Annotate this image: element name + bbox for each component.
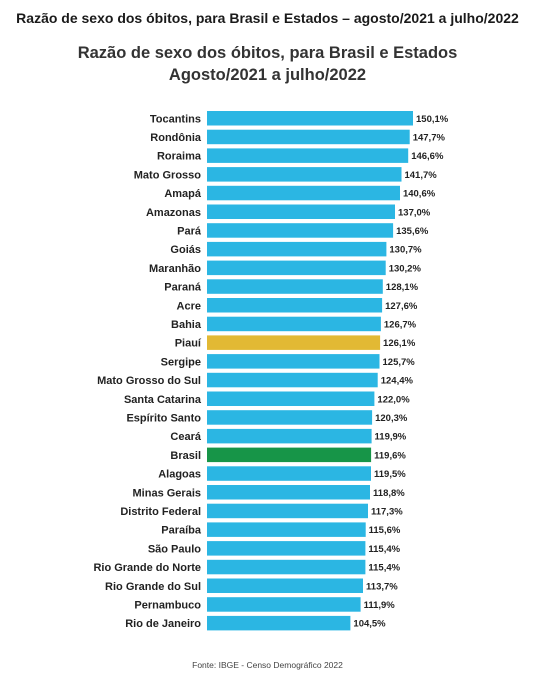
category-label-bahia: Bahia bbox=[171, 319, 202, 331]
category-label-paraiba: Paraíba bbox=[161, 525, 202, 537]
bar-distrito-federal bbox=[207, 503, 368, 519]
value-label-amapa: 140,6% bbox=[403, 189, 436, 200]
category-label-sao-paulo: São Paulo bbox=[148, 543, 201, 555]
bar-tocantins bbox=[207, 111, 413, 126]
value-label-sao-paulo: 115,4% bbox=[368, 544, 400, 555]
category-label-maranhao: Maranhão bbox=[149, 263, 201, 275]
category-label-ceara: Ceará bbox=[170, 431, 201, 443]
category-label-alagoas: Alagoas bbox=[158, 469, 201, 481]
value-label-acre: 127,6% bbox=[385, 301, 418, 312]
value-label-parana: 128,1% bbox=[386, 282, 419, 293]
bar-minas-gerais bbox=[207, 485, 370, 500]
value-label-santa-catarina: 122,0% bbox=[377, 394, 410, 405]
category-label-tocantins: Tocantins bbox=[150, 113, 201, 125]
bar-para bbox=[207, 223, 394, 238]
bar-alagoas bbox=[207, 466, 371, 481]
value-label-alagoas: 119,5% bbox=[374, 469, 406, 480]
bar-ceara bbox=[207, 428, 372, 444]
value-label-distrito-federal: 117,3% bbox=[371, 506, 403, 517]
bar-amazonas bbox=[207, 204, 395, 219]
category-label-acre: Acre bbox=[177, 300, 201, 312]
bar-mato-grosso bbox=[207, 167, 402, 182]
category-label-minas-gerais: Minas Gerais bbox=[133, 487, 201, 499]
bar-amapa bbox=[207, 185, 400, 201]
bar-espirito-santo bbox=[207, 410, 373, 425]
category-label-rio-de-janeiro: Rio de Janeiro bbox=[125, 618, 201, 630]
value-label-minas-gerais: 118,8% bbox=[373, 488, 405, 499]
bar-sao-paulo bbox=[207, 541, 366, 556]
bar-rio-grande-do-norte bbox=[207, 559, 366, 575]
bar-rondonia bbox=[207, 129, 410, 145]
value-label-ceara: 119,9% bbox=[375, 432, 407, 443]
category-label-roraima: Roraima bbox=[157, 151, 202, 163]
value-label-amazonas: 137,0% bbox=[398, 207, 431, 218]
bar-paraiba bbox=[207, 522, 366, 537]
bar-roraima bbox=[207, 148, 409, 163]
bar-brasil bbox=[207, 447, 372, 463]
page-title: Razão de sexo dos óbitos, para Brasil e … bbox=[16, 10, 519, 26]
category-label-para: Pará bbox=[177, 225, 202, 237]
bar-acre bbox=[207, 298, 383, 313]
category-label-rio-grande-do-norte: Rio Grande do Norte bbox=[93, 562, 201, 574]
bar-sergipe bbox=[207, 354, 380, 369]
category-label-brasil: Brasil bbox=[170, 450, 201, 462]
value-label-brasil: 119,6% bbox=[374, 450, 406, 461]
bar-goias bbox=[207, 241, 387, 257]
category-label-amapa: Amapá bbox=[164, 188, 202, 200]
category-label-parana: Paraná bbox=[164, 282, 202, 294]
value-label-mato-grosso: 141,7% bbox=[404, 170, 437, 181]
category-label-pernambuco: Pernambuco bbox=[134, 599, 201, 611]
chart-title-line1: Razão de sexo dos óbitos, para Brasil e … bbox=[77, 44, 458, 62]
category-label-espirito-santo: Espírito Santo bbox=[126, 412, 201, 424]
bar-maranhao bbox=[207, 260, 386, 276]
bar-bahia bbox=[207, 316, 381, 332]
category-label-mato-grosso: Mato Grosso bbox=[134, 169, 202, 181]
category-label-rondonia: Rondônia bbox=[150, 132, 202, 144]
category-label-mato-grosso-do-sul: Mato Grosso do Sul bbox=[97, 375, 201, 387]
bar-rio-de-janeiro bbox=[207, 615, 351, 631]
category-label-sergipe: Sergipe bbox=[161, 356, 201, 368]
category-label-distrito-federal: Distrito Federal bbox=[120, 506, 201, 518]
chart-title-line2: Agosto/2021 a julho/2022 bbox=[168, 66, 367, 84]
value-label-bahia: 126,7% bbox=[384, 319, 417, 330]
value-label-espirito-santo: 120,3% bbox=[375, 413, 408, 424]
bar-piaui bbox=[207, 335, 381, 350]
value-label-rio-grande-do-sul: 113,7% bbox=[366, 581, 398, 592]
bar-santa-catarina bbox=[207, 391, 375, 406]
category-label-piaui: Piauí bbox=[175, 338, 202, 350]
bar-parana bbox=[207, 279, 383, 294]
value-label-piaui: 126,1% bbox=[383, 338, 416, 349]
category-label-santa-catarina: Santa Catarina bbox=[124, 394, 202, 406]
value-label-paraiba: 115,6% bbox=[369, 525, 401, 536]
category-label-amazonas: Amazonas bbox=[146, 207, 201, 219]
category-label-goias: Goiás bbox=[170, 244, 201, 256]
value-label-rio-grande-do-norte: 115,4% bbox=[368, 563, 400, 574]
value-label-pernambuco: 111,9% bbox=[364, 600, 396, 611]
value-label-roraima: 146,6% bbox=[411, 151, 444, 162]
value-label-para: 135,6% bbox=[396, 226, 429, 237]
category-label-rio-grande-do-sul: Rio Grande do Sul bbox=[105, 581, 201, 593]
value-label-rio-de-janeiro: 104,5% bbox=[353, 619, 386, 630]
source-note: Fonte: IBGE - Censo Demográfico 2022 bbox=[192, 660, 343, 670]
value-label-sergipe: 125,7% bbox=[383, 357, 416, 368]
bar-mato-grosso-do-sul bbox=[207, 372, 378, 388]
bar-rio-grande-do-sul bbox=[207, 578, 363, 593]
value-label-maranhao: 130,2% bbox=[389, 263, 422, 274]
value-label-tocantins: 150,1% bbox=[416, 114, 449, 125]
value-label-goias: 130,7% bbox=[389, 245, 422, 256]
bar-pernambuco bbox=[207, 597, 361, 612]
value-label-mato-grosso-do-sul: 124,4% bbox=[381, 376, 414, 387]
value-label-rondonia: 147,7% bbox=[413, 132, 446, 143]
